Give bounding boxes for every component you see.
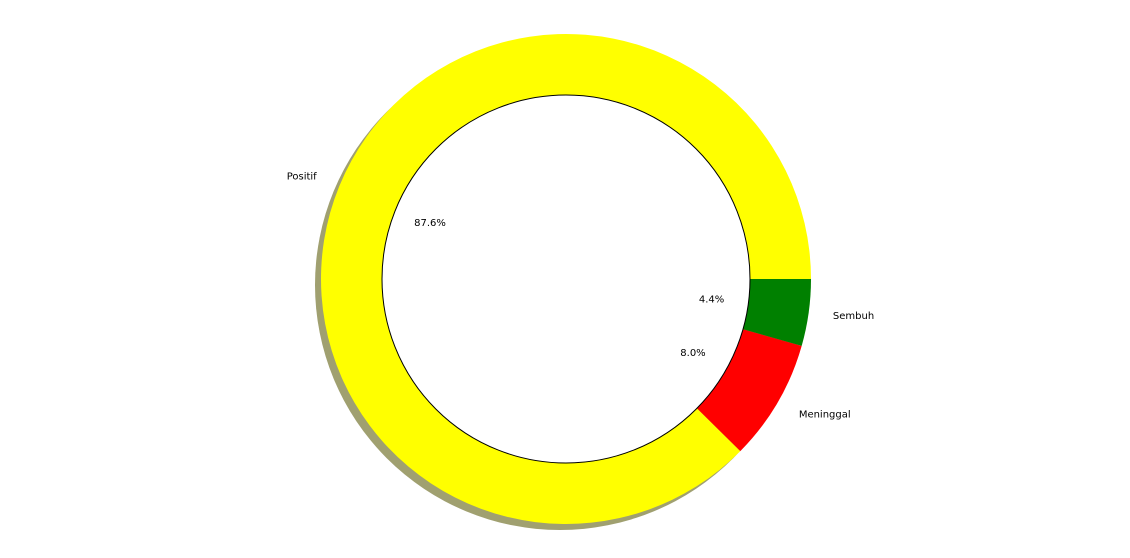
slice-percent-meninggal: 8.0% xyxy=(680,348,705,359)
slice-label-positif: Positif xyxy=(287,172,317,183)
slice-percent-sembuh: 4.4% xyxy=(699,294,724,305)
slice-percent-positif: 87.6% xyxy=(414,218,446,229)
slice-label-sembuh: Sembuh xyxy=(833,311,874,322)
labels-group: Positif 87.6% Meninggal 8.0% Sembuh 4.4% xyxy=(287,172,875,421)
slice-label-meninggal: Meninggal xyxy=(799,410,851,421)
center-hole-group xyxy=(381,94,751,464)
center-hole xyxy=(381,94,751,464)
